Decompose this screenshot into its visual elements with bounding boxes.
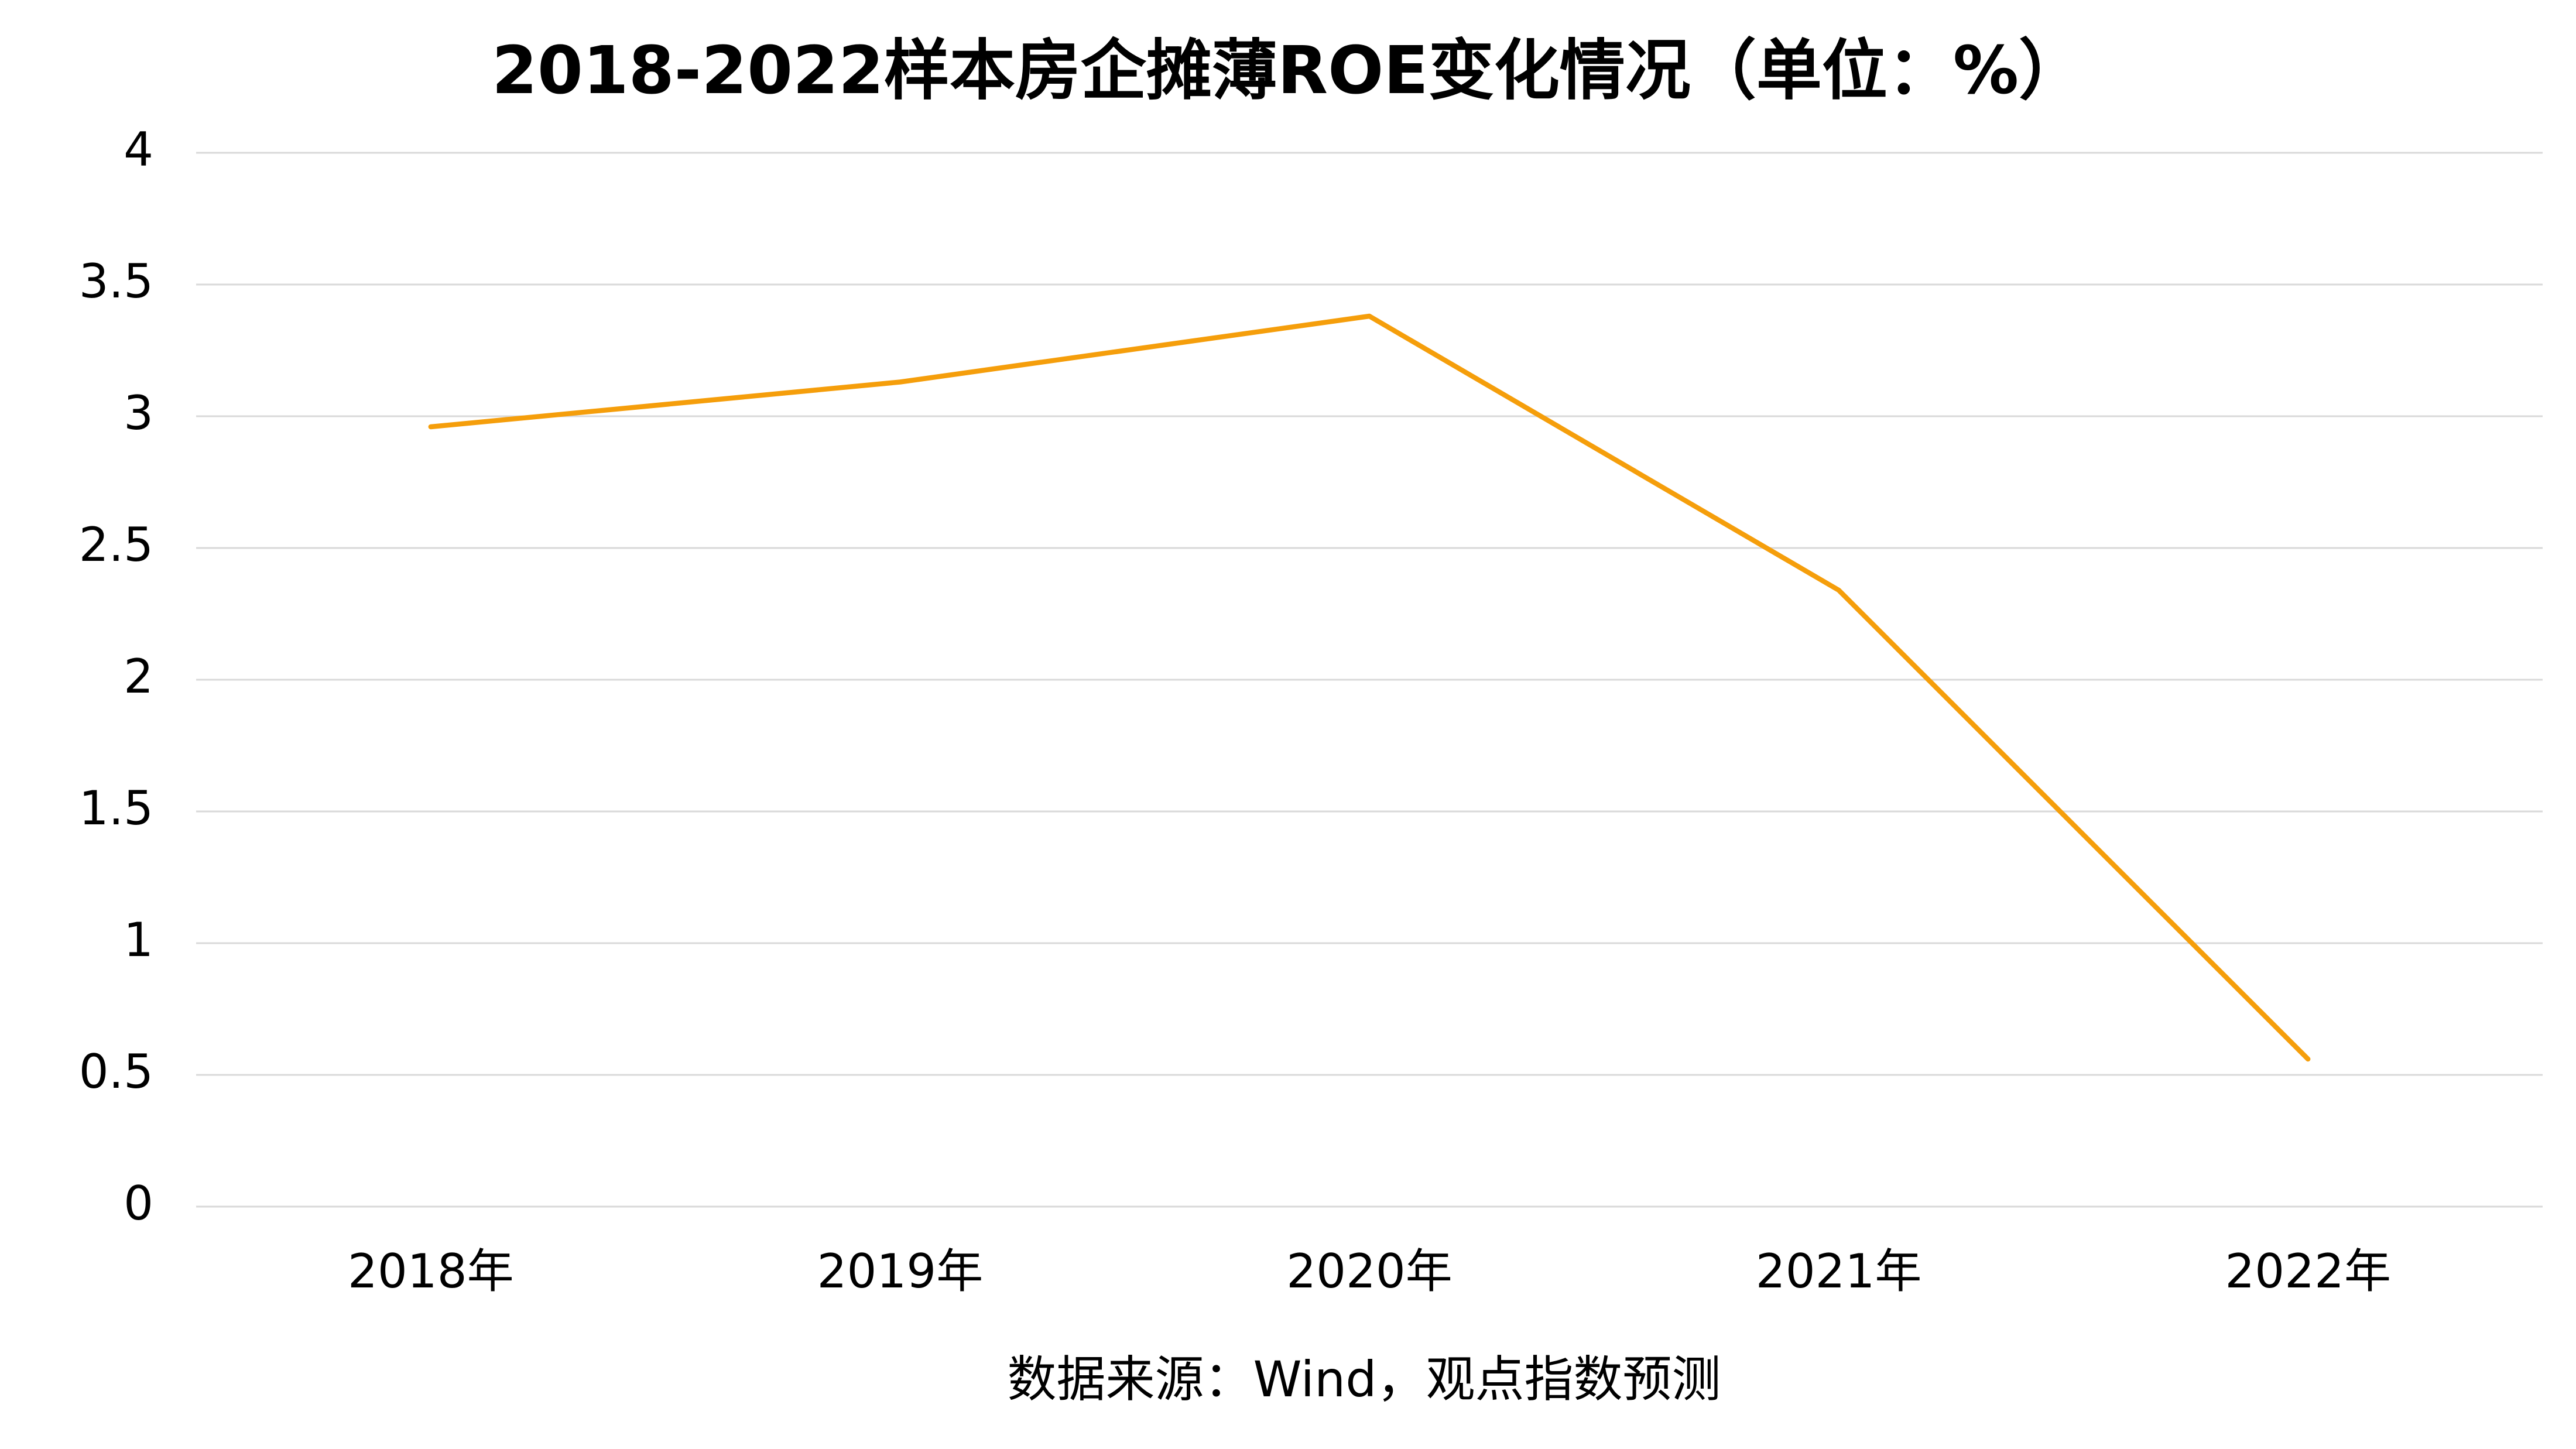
y-tick-label: 1.5 (79, 781, 153, 835)
y-tick-label: 0.5 (79, 1044, 153, 1099)
y-tick-label: 2.5 (79, 518, 153, 572)
x-tick-label: 2021年 (1756, 1244, 1922, 1299)
x-tick-label: 2022年 (2225, 1244, 2391, 1299)
x-tick-label: 2020年 (1286, 1244, 1453, 1299)
y-tick-label: 1 (124, 913, 153, 967)
x-tick-label: 2019年 (817, 1244, 984, 1299)
y-tick-label: 2 (124, 649, 153, 704)
x-tick-label: 2018年 (348, 1244, 514, 1299)
y-tick-label: 3.5 (79, 254, 153, 309)
y-tick-label: 4 (124, 122, 153, 177)
y-tick-label: 3 (124, 386, 153, 440)
y-tick-label: 0 (124, 1176, 153, 1231)
source-note: 数据来源：Wind，观点指数预测 (1007, 1351, 1721, 1408)
chart-title: 2018-2022样本房企摊薄ROE变化情况（单位：%） (492, 33, 2084, 109)
data-line (428, 313, 2311, 1062)
